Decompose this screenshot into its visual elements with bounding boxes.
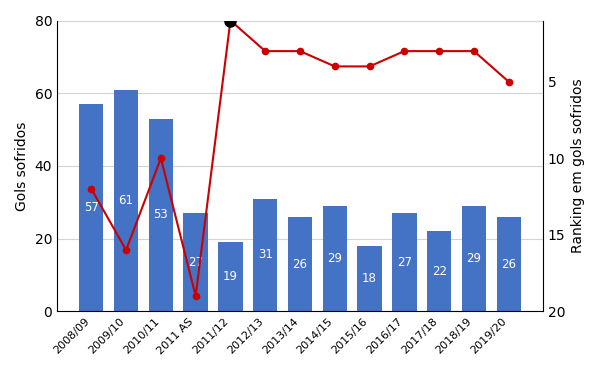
Bar [184, 213, 208, 311]
Text: 27: 27 [397, 256, 412, 269]
Text: 26: 26 [293, 257, 308, 270]
Text: 57: 57 [84, 201, 99, 214]
Text: 29: 29 [327, 252, 342, 265]
Bar [114, 89, 138, 311]
Bar [392, 213, 416, 311]
Text: 26: 26 [501, 257, 516, 270]
Bar [323, 206, 347, 311]
Text: 61: 61 [119, 194, 134, 207]
Bar [462, 206, 486, 311]
Bar [253, 198, 277, 311]
Bar [218, 242, 242, 311]
Y-axis label: Ranking em gols sofridos: Ranking em gols sofridos [571, 79, 585, 253]
Text: 53: 53 [154, 209, 168, 221]
Bar [288, 217, 312, 311]
Text: 19: 19 [223, 270, 238, 283]
Bar [427, 231, 451, 311]
Bar [497, 217, 521, 311]
Text: 18: 18 [362, 272, 377, 285]
Y-axis label: Gols sofridos: Gols sofridos [15, 121, 29, 211]
Text: 22: 22 [431, 265, 446, 278]
Text: 31: 31 [258, 249, 272, 262]
Text: 29: 29 [466, 252, 481, 265]
Bar [358, 246, 382, 311]
Bar [149, 119, 173, 311]
Bar [79, 104, 103, 311]
Text: 27: 27 [188, 256, 203, 269]
